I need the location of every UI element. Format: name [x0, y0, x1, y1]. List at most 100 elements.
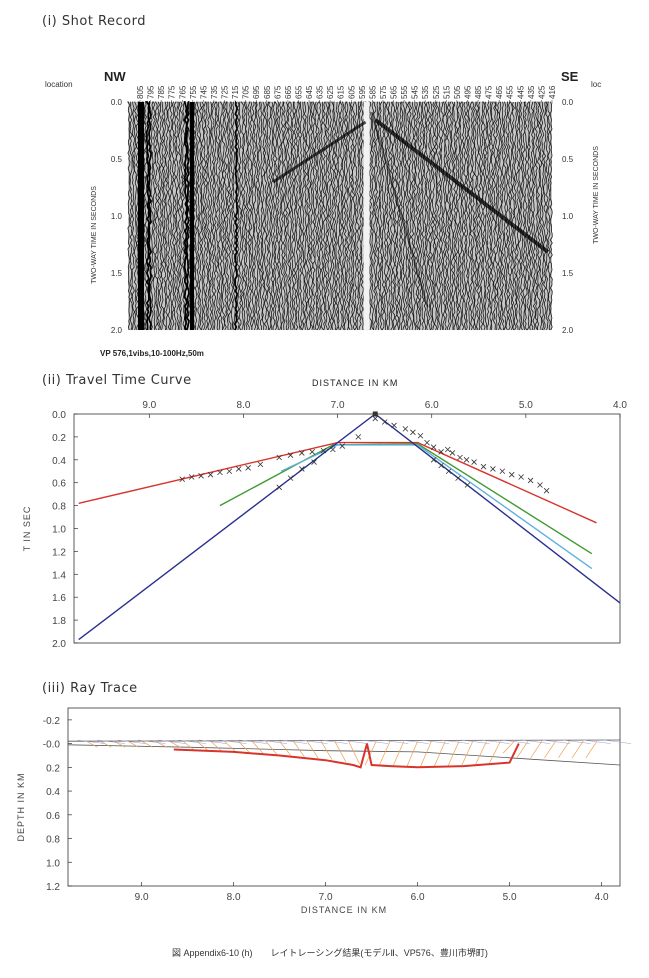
dark-trace-band [190, 102, 194, 330]
gap-trace [363, 102, 370, 330]
ray-frame [67, 707, 621, 887]
ray-path-shallow [502, 739, 530, 744]
trace [276, 101, 280, 331]
ray-path-shallow [239, 739, 267, 744]
direction-nw: NW [104, 69, 126, 84]
trace [473, 101, 478, 331]
trace [373, 101, 377, 331]
trace [419, 101, 423, 331]
ray-path-shallow [178, 739, 207, 744]
observed-point [207, 471, 214, 478]
trace [333, 101, 337, 331]
ray-y-tick-label: 0.8 [46, 835, 60, 846]
trace [156, 101, 161, 331]
trace [482, 101, 486, 331]
trace [360, 101, 364, 331]
trace [358, 101, 362, 331]
station-label: 735 [210, 85, 219, 99]
trace [492, 101, 497, 331]
trace [318, 101, 322, 331]
trace [415, 101, 419, 331]
ray-path [265, 741, 278, 755]
trace [282, 101, 287, 331]
station-label: 535 [421, 85, 430, 99]
trace [480, 101, 484, 331]
ray-x-tick-label: 5.0 [503, 892, 517, 903]
observed-point [444, 446, 451, 453]
ray-path [251, 740, 264, 754]
trace [305, 101, 310, 331]
observed-point [391, 422, 397, 429]
trace [484, 101, 488, 331]
trace [163, 101, 167, 331]
station-label: 585 [368, 85, 377, 99]
trace [463, 101, 467, 331]
trace [505, 101, 509, 331]
panel3-title: (iii) Ray Trace [42, 681, 138, 696]
trace [476, 101, 480, 331]
station-label: 555 [400, 85, 409, 99]
shot-y-axis-label-left: TWO-WAY TIME IN SECONDS [91, 186, 98, 284]
ray-path [392, 741, 405, 767]
trace [147, 101, 153, 331]
ray-y-tick-label: 1.0 [46, 858, 60, 869]
trace [312, 101, 316, 331]
trace [133, 101, 137, 331]
shot-y-tick: 0.0 [562, 98, 574, 107]
trace [158, 101, 163, 331]
ray-y-tick-label: 0.6 [46, 811, 60, 822]
ray-refractor [173, 743, 520, 769]
observed-point [309, 449, 315, 455]
shot-y-tick: 1.0 [562, 212, 574, 221]
ray-path-shallow [603, 739, 632, 744]
station-label: 615 [337, 85, 346, 99]
trace [242, 101, 247, 331]
seismic-traces [127, 101, 553, 331]
observed-point [402, 426, 409, 432]
ray-path [502, 740, 515, 754]
ray-path [461, 741, 474, 766]
trace [196, 101, 200, 331]
observed-point [276, 484, 283, 491]
trace [200, 101, 205, 331]
ttc-y-tick-label: 1.0 [52, 525, 66, 536]
ray-path [182, 740, 195, 751]
ray-path [475, 741, 487, 765]
trace [320, 101, 324, 331]
trace [534, 101, 539, 331]
ray-path-shallow [299, 739, 328, 744]
first-arrival-right [374, 118, 550, 254]
station-label: 565 [390, 85, 399, 99]
station-label: 695 [252, 85, 261, 99]
ray-path [155, 740, 167, 748]
trace [194, 101, 198, 331]
trace [539, 101, 543, 331]
observed-point [235, 466, 242, 472]
shot-y-tick: 1.0 [111, 212, 123, 221]
trace [408, 101, 413, 330]
observed-point [372, 415, 379, 422]
ray-path-shallow [360, 739, 389, 744]
trace [326, 101, 331, 331]
ray-path [210, 740, 222, 752]
figure-caption: 図 Appendix6-10 (h) レイトレーシング結果(モデルⅡ、VP576… [172, 948, 488, 958]
observed-point [198, 473, 204, 479]
observed-point [508, 471, 515, 478]
trace [370, 101, 375, 331]
ray-path-shallow [320, 739, 348, 744]
trace [322, 101, 326, 331]
trace [280, 101, 284, 331]
trace [455, 101, 459, 331]
station-label: 685 [263, 85, 272, 99]
panel1-title: (i) Shot Record [42, 14, 146, 29]
observed-point [417, 432, 424, 439]
trace [337, 101, 341, 331]
ttc-plot: 9.0 8.0 7.0 6.0 5.0 4.0 0.0 0.2 0.4 0.6 0.8 1.0 1.2 1… [22, 400, 627, 650]
panel2-title: (ii) Travel Time Curve [42, 373, 192, 388]
trace [291, 101, 295, 331]
observed-point [424, 439, 430, 446]
observed-point [320, 447, 327, 454]
trace [144, 101, 150, 331]
ray-path [406, 741, 418, 768]
trace [517, 101, 522, 331]
